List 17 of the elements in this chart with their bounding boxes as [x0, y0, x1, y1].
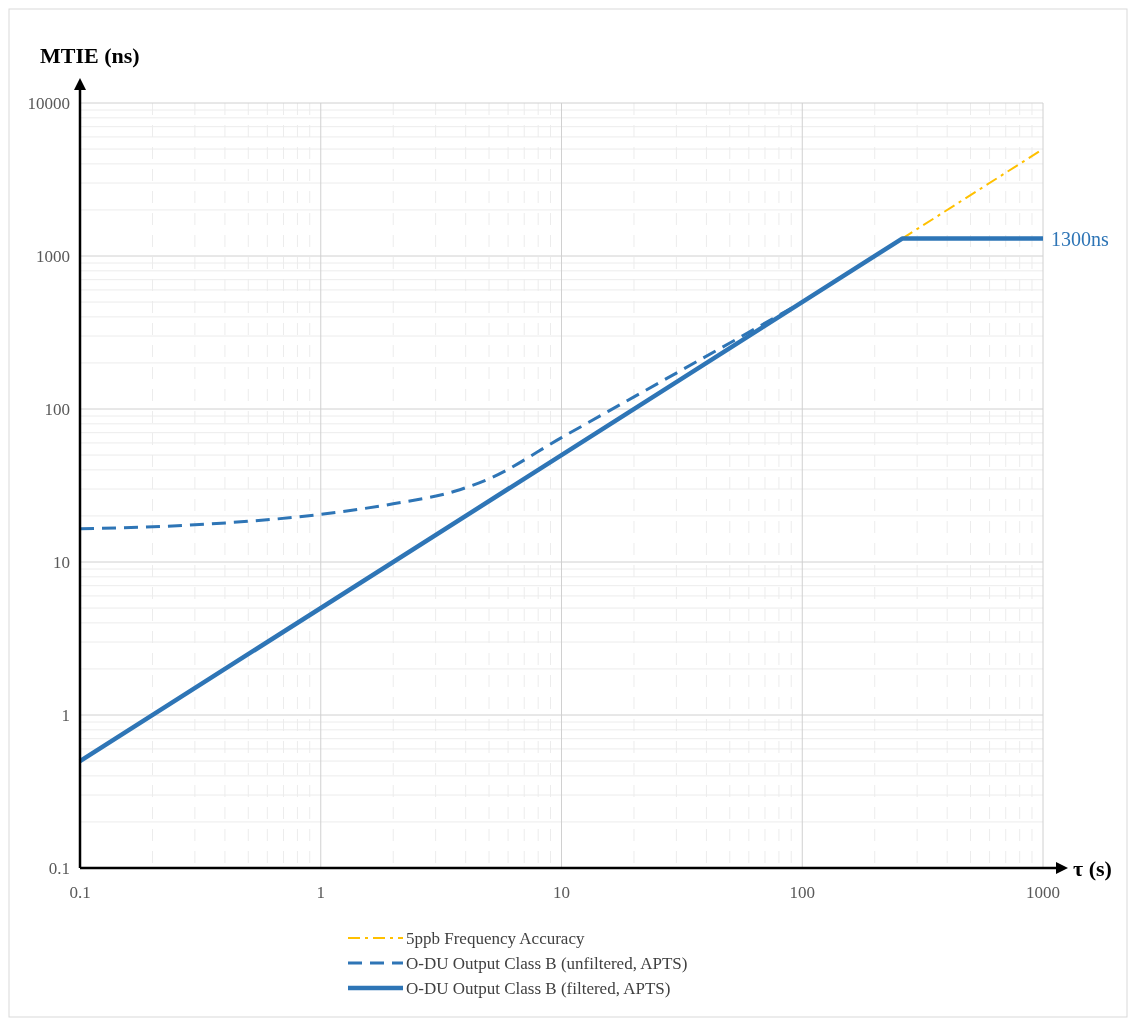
x-tick-label: 1	[316, 883, 325, 902]
x-tick-label: 100	[789, 883, 815, 902]
x-tick-label: 0.1	[69, 883, 91, 902]
y-tick-label: 1000	[36, 246, 70, 266]
legend-label: O-DU Output Class B (filtered, APTS)	[406, 978, 671, 998]
y-axis-title: MTIE (ns)	[40, 43, 140, 68]
x-axis-title: τ (s)	[1073, 855, 1112, 881]
y-tick-label: 10	[53, 552, 70, 572]
y-tick-label: 100	[44, 399, 70, 419]
x-tick-label: 1000	[1026, 883, 1060, 902]
y-tick-label: 10000	[27, 93, 70, 113]
legend-label: 5ppb Frequency Accuracy	[406, 928, 585, 948]
x-tick-label: 10	[553, 883, 570, 902]
y-tick-label: 1	[61, 705, 70, 725]
legend-label: O-DU Output Class B (unfiltered, APTS)	[406, 953, 688, 973]
annotation: 1300ns	[1051, 227, 1109, 250]
y-tick-label: 0.1	[48, 858, 70, 878]
